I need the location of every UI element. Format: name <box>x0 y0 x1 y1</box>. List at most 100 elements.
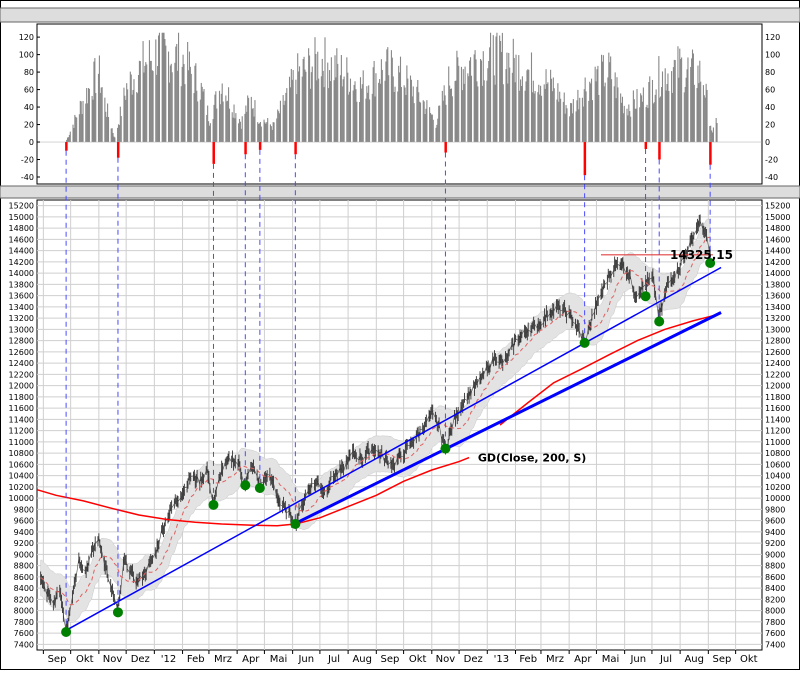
oscillator-negative-bar <box>644 142 648 150</box>
oscillator-bar <box>167 51 170 143</box>
osc-y-tick-label-left: 0 <box>29 138 34 147</box>
oscillator-bar <box>353 84 355 143</box>
y-tick-label-left: 15200 <box>9 202 34 211</box>
oscillator-bar <box>390 50 392 143</box>
oscillator-bar <box>570 102 572 143</box>
oscillator-bar <box>291 79 293 143</box>
oscillator-bar <box>660 96 662 143</box>
y-tick-label-left: 13800 <box>9 280 34 289</box>
oscillator-bar <box>66 139 68 143</box>
oscillator-bar <box>423 101 425 143</box>
oscillator-bar <box>683 92 685 143</box>
oscillator-bar <box>455 80 457 143</box>
oscillator-bar <box>318 78 320 143</box>
oscillator-bar <box>652 103 654 143</box>
oscillator-bar <box>702 85 704 143</box>
middle-splitter[interactable] <box>0 185 800 199</box>
oscillator-bar <box>276 118 278 143</box>
oscillator-bar <box>162 32 164 143</box>
signal-marker <box>654 316 665 327</box>
oscillator-bar <box>565 105 567 143</box>
oscillator-bar <box>333 80 335 143</box>
oscillator-bar <box>301 76 303 143</box>
oscillator-bar <box>163 32 165 143</box>
top-splitter[interactable] <box>0 7 800 23</box>
oscillator-bar <box>506 52 508 143</box>
oscillator-bar <box>547 82 549 143</box>
signal-marker <box>112 607 123 618</box>
osc-y-tick-label-right: 80 <box>765 68 775 77</box>
oscillator-bar <box>195 63 197 143</box>
oscillator-bar <box>439 105 441 143</box>
oscillator-bar <box>305 71 307 143</box>
oscillator-bar <box>603 86 605 143</box>
oscillator-bar <box>533 93 535 143</box>
oscillator-bar <box>553 88 555 143</box>
oscillator-bar <box>454 81 456 143</box>
oscillator-bar <box>393 91 395 143</box>
oscillator-bar <box>233 104 235 143</box>
x-tick-label: Feb <box>187 654 205 665</box>
oscillator-bar <box>400 87 402 143</box>
oscillator-bar <box>137 93 139 143</box>
oscillator-bar <box>244 113 246 143</box>
oscillator-bar <box>136 92 138 143</box>
y-tick-label-left: 8600 <box>14 573 34 582</box>
oscillator-bar <box>197 101 199 143</box>
osc-y-tick-label-left: 20 <box>24 121 34 130</box>
oscillator-bar <box>488 60 490 143</box>
oscillator-bar <box>317 51 319 143</box>
oscillator-bar <box>448 66 450 143</box>
oscillator-bar <box>104 97 106 143</box>
trendline-2 <box>294 311 722 525</box>
oscillator-bar <box>254 100 256 143</box>
oscillator-bar <box>329 81 332 143</box>
oscillator-bar <box>437 118 439 143</box>
oscillator-bar <box>177 32 180 143</box>
oscillator-bar <box>247 95 249 143</box>
oscillator-bar <box>118 125 120 143</box>
oscillator-bar <box>649 76 651 143</box>
y-tick-label-right: 15200 <box>765 202 790 211</box>
oscillator-bar <box>206 114 208 143</box>
oscillator-bar <box>597 65 599 143</box>
oscillator-bar <box>174 62 176 143</box>
y-tick-label-left: 7400 <box>14 640 34 649</box>
oscillator-bar <box>183 64 185 143</box>
y-tick-label-right: 12400 <box>765 359 790 368</box>
oscillator-bar <box>240 128 242 143</box>
oscillator-bar <box>323 87 325 143</box>
x-tick-label: '13 <box>494 654 509 665</box>
oscillator-bar <box>710 125 712 143</box>
oscillator-bar <box>246 111 248 143</box>
oscillator-bar <box>342 79 344 143</box>
oscillator-bar <box>685 77 687 143</box>
oscillator-bar <box>68 134 70 143</box>
oscillator-bar <box>507 83 509 143</box>
y-tick-label-left: 8200 <box>14 595 34 604</box>
signal-marker <box>705 258 716 268</box>
y-tick-label-left: 12200 <box>9 370 34 379</box>
oscillator-bar <box>130 74 132 143</box>
oscillator-bar <box>633 99 635 143</box>
oscillator-bar <box>310 72 312 143</box>
oscillator-bar <box>316 80 318 143</box>
oscillator-bar <box>531 92 533 143</box>
oscillator-bar <box>540 85 542 143</box>
oscillator-bar <box>92 99 94 143</box>
oscillator-bar <box>346 57 348 143</box>
oscillator-bar <box>628 104 630 143</box>
oscillator-bar <box>480 58 482 143</box>
oscillator-bar <box>221 83 223 143</box>
oscillator-bar <box>327 62 329 143</box>
oscillator-bar <box>264 122 266 143</box>
oscillator-bar <box>704 97 706 143</box>
osc-y-tick-label-left: 60 <box>24 86 34 95</box>
y-tick-label-right: 8600 <box>765 573 785 582</box>
oscillator-bar <box>496 32 498 143</box>
oscillator-bar <box>133 79 135 143</box>
oscillator-bar <box>604 82 606 143</box>
oscillator-bar <box>432 119 434 143</box>
oscillator-bar <box>132 89 134 143</box>
oscillator-bar <box>474 50 476 143</box>
